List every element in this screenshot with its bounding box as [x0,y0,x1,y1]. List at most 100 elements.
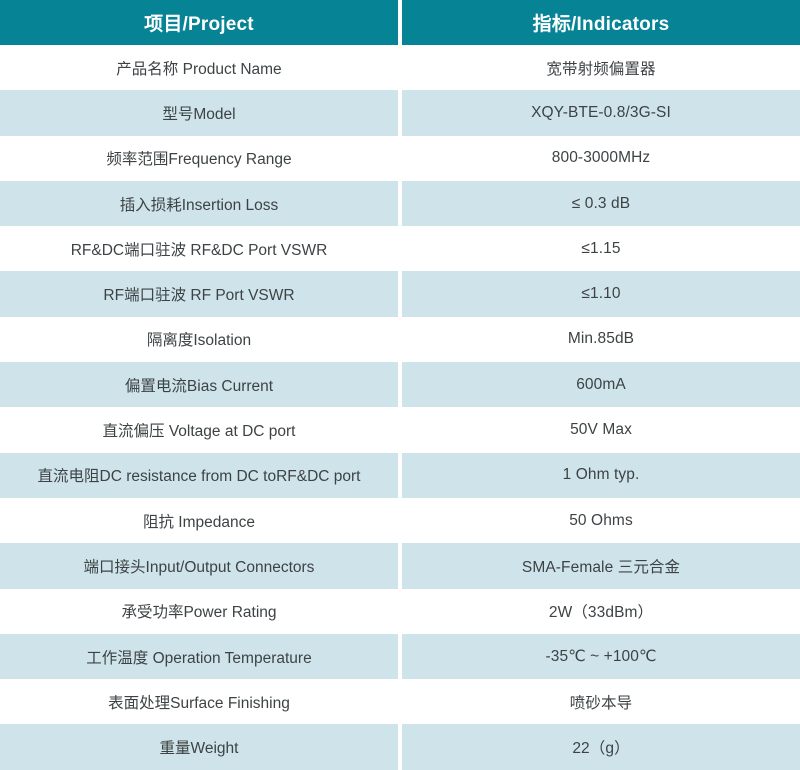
row-project-label: 直流电阻DC resistance from DC toRF&DC port [37,468,361,486]
column-divider [398,588,402,634]
row-project-cell: 频率范围Frequency Range [0,135,398,181]
table-row: 型号Model XQY-BTE-0.8/3G-SI [0,90,800,136]
row-indicator-cell: 1 Ohm typ. [402,452,800,498]
row-indicator-cell: SMA-Female 三元合金 [402,543,800,589]
row-indicator-value: XQY-BTE-0.8/3G-SI [531,103,671,121]
row-project-label: 承受功率Power Rating [121,604,277,622]
row-indicator-value: 1 Ohm typ. [562,466,640,484]
column-divider [398,407,402,453]
table-row: 频率范围Frequency Range 800-3000MHz [0,135,800,181]
column-divider [398,271,402,317]
row-project-cell: 插入损耗Insertion Loss [0,180,398,227]
row-project-label: RF&DC端口驻波 RF&DC Port VSWR [70,241,328,259]
column-header-indicators: 指标/Indicators [402,0,800,45]
column-header-project: 项目/Project [0,0,398,45]
row-indicator-value: 50V Max [570,421,632,439]
row-indicator-cell: -35℃ ~ +100℃ [402,633,800,680]
row-indicator-cell: 50 Ohms [402,497,800,544]
table-row: 端口接头Input/Output Connectors SMA-Female 三… [0,543,800,589]
row-indicator-value: -35℃ ~ +100℃ [545,648,657,665]
column-divider [398,452,402,498]
row-project-label: 频率范围Frequency Range [106,151,292,169]
column-divider [398,45,402,91]
row-indicator-value: ≤1.15 [581,239,621,257]
table-row: 产品名称 Product Name 宽带射频偏置器 [0,45,800,91]
row-project-cell: 直流电阻DC resistance from DC toRF&DC port [0,452,398,498]
row-project-label: 直流偏压 Voltage at DC port [102,423,296,441]
row-project-label: 端口接头Input/Output Connectors [83,558,315,576]
row-indicator-cell: 22（g） [402,724,800,770]
row-project-label: 偏置电流Bias Current [124,377,274,395]
row-project-label: 插入损耗Insertion Loss [119,196,279,214]
row-project-cell: 隔离度Isolation [0,316,398,363]
row-project-label: 重量Weight [159,740,239,758]
table-row: 直流电阻DC resistance from DC toRF&DC port 1… [0,452,800,498]
row-indicator-cell: XQY-BTE-0.8/3G-SI [402,90,800,136]
table-row: 重量Weight 22（g） [0,724,800,770]
row-project-cell: 端口接头Input/Output Connectors [0,543,398,589]
row-indicator-cell: 宽带射频偏置器 [402,45,800,91]
row-indicator-value: ≤ 0.3 dB [571,194,631,212]
row-indicator-value: 800-3000MHz [551,149,651,167]
column-divider [398,679,402,725]
row-project-cell: 阻抗 Impedance [0,497,398,544]
row-indicator-value: Min.85dB [567,330,635,348]
table-row: RF端口驻波 RF Port VSWR ≤1.10 [0,271,800,317]
table-row: 隔离度Isolation Min.85dB [0,316,800,363]
column-divider [398,497,402,544]
row-indicator-value: 50 Ohms [569,511,633,529]
row-indicator-cell: 50V Max [402,407,800,453]
row-project-cell: 工作温度 Operation Temperature [0,633,398,680]
row-indicator-value: 喷砂本导 [569,694,633,712]
row-project-label: 产品名称 Product Name [116,60,282,78]
column-divider [398,90,402,136]
row-project-label: 工作温度 Operation Temperature [86,649,312,667]
column-divider [398,226,402,272]
row-project-cell: 产品名称 Product Name [0,45,398,91]
row-indicator-cell: Min.85dB [402,316,800,363]
row-indicator-cell: ≤1.15 [402,226,800,272]
row-project-cell: 型号Model [0,90,398,136]
row-indicator-value: 22（g） [572,740,630,758]
row-indicator-value: SMA-Female 三元合金 [521,558,681,576]
column-divider [398,316,402,363]
column-divider [398,543,402,589]
row-project-cell: RF&DC端口驻波 RF&DC Port VSWR [0,226,398,272]
table-row: 工作温度 Operation Temperature -35℃ ~ +100℃ [0,633,800,680]
column-divider [398,362,402,408]
row-indicator-cell: 800-3000MHz [402,135,800,181]
column-divider [398,135,402,181]
column-divider [398,0,402,45]
table-row: 表面处理Surface Finishing 喷砂本导 [0,679,800,725]
column-divider [398,180,402,227]
table-header-row: 项目/Project 指标/Indicators [0,0,800,45]
row-indicator-cell: ≤1.10 [402,271,800,317]
row-project-cell: 表面处理Surface Finishing [0,679,398,725]
table-row: 阻抗 Impedance 50 Ohms [0,497,800,544]
row-project-cell: 重量Weight [0,724,398,770]
row-indicator-value: 600mA [576,375,626,393]
row-project-label: 型号Model [162,105,236,123]
row-indicator-cell: 2W（33dBm） [402,588,800,634]
row-indicator-value: 宽带射频偏置器 [546,60,656,78]
row-indicator-value: ≤1.10 [581,285,621,303]
row-project-label: 隔离度Isolation [146,332,252,350]
table-row: RF&DC端口驻波 RF&DC Port VSWR ≤1.15 [0,226,800,272]
table-row: 承受功率Power Rating 2W（33dBm） [0,588,800,634]
row-project-cell: 直流偏压 Voltage at DC port [0,407,398,453]
row-project-label: 阻抗 Impedance [143,513,255,531]
row-indicator-cell: 喷砂本导 [402,679,800,725]
row-project-label: RF端口驻波 RF Port VSWR [103,287,295,305]
table-row: 直流偏压 Voltage at DC port 50V Max [0,407,800,453]
row-indicator-cell: 600mA [402,362,800,408]
row-project-label: 表面处理Surface Finishing [108,694,290,712]
column-header-project-label: 项目/Project [144,14,254,35]
table-row: 偏置电流Bias Current 600mA [0,362,800,408]
row-indicator-cell: ≤ 0.3 dB [402,180,800,227]
column-header-indicators-label: 指标/Indicators [532,14,670,35]
row-project-cell: RF端口驻波 RF Port VSWR [0,271,398,317]
column-divider [398,724,402,770]
row-project-cell: 承受功率Power Rating [0,588,398,634]
row-indicator-value: 2W（33dBm） [548,604,654,622]
